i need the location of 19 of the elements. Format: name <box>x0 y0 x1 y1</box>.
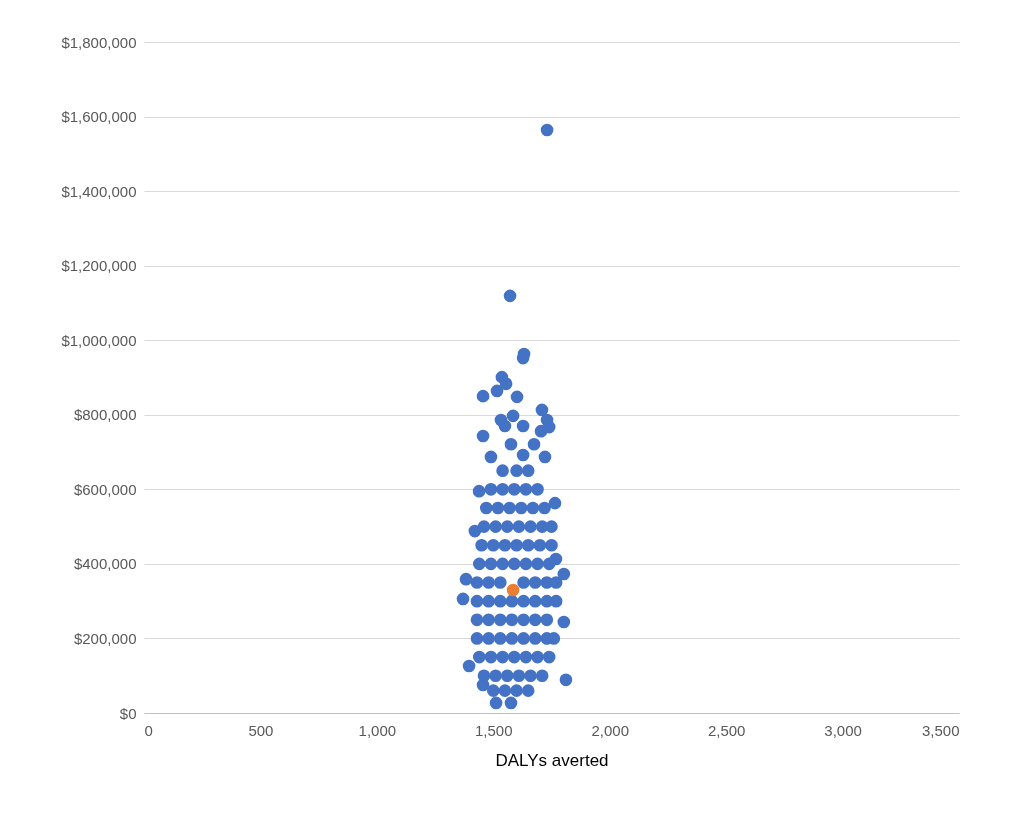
y-tick-label: $400,000 <box>73 555 137 573</box>
x-tick-label: 2,000 <box>591 721 629 739</box>
y-tick-label: $1,200,000 <box>61 257 137 275</box>
y-tick-label: $1,000,000 <box>61 331 137 349</box>
y-tick-label: $800,000 <box>73 406 137 424</box>
y-tick-label: $0 <box>119 704 137 722</box>
x-tick-label: 500 <box>248 721 274 739</box>
x-tick-label: 1,500 <box>475 721 513 739</box>
y-tick-label: $1,400,000 <box>61 182 137 200</box>
y-tick-label: $1,600,000 <box>61 108 137 126</box>
y-tick-label: $1,800,000 <box>61 33 137 51</box>
x-tick-label: 2,500 <box>707 721 746 739</box>
x-tick-label: 0 <box>144 721 153 739</box>
y-tick-label: $600,000 <box>73 480 137 498</box>
x-tick-label: 3,000 <box>824 721 862 739</box>
y-tick-label: $200,000 <box>73 629 137 647</box>
x-tick-label: 1,000 <box>358 721 397 739</box>
x-tick-label: 3,500 <box>921 721 960 739</box>
x-axis-title: DALYs averted <box>495 750 609 770</box>
